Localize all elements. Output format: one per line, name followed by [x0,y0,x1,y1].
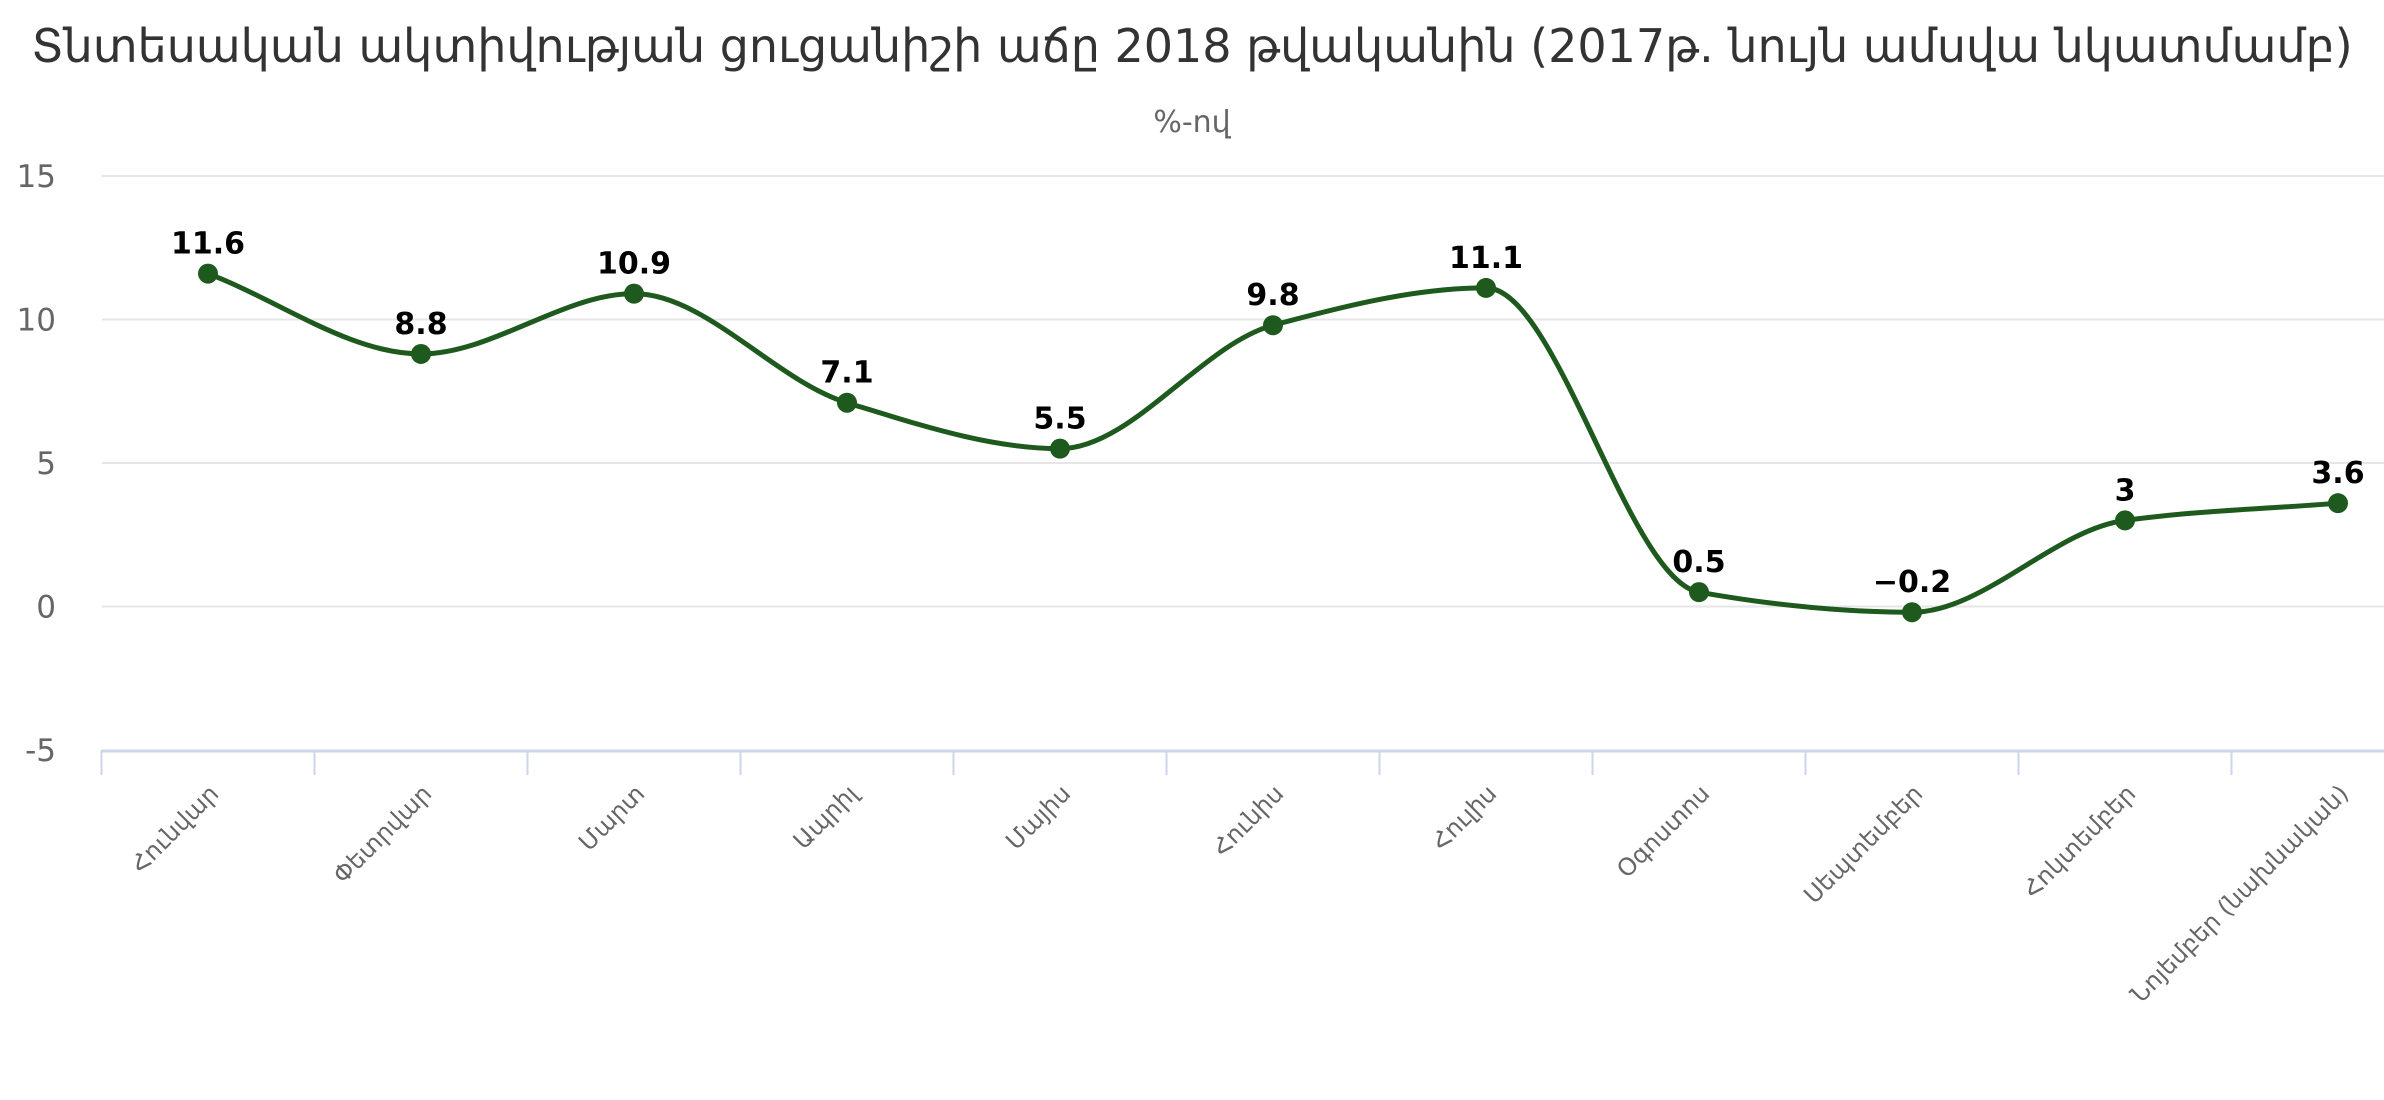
data-point[interactable] [624,283,644,304]
data-point[interactable] [1902,602,1922,623]
data-point[interactable] [1050,438,1070,459]
data-point[interactable] [2328,493,2348,514]
x-tick-label: Մայիս [1000,779,1076,855]
y-tick-label: -5 [25,733,56,769]
data-label: −0.2 [1873,565,1951,600]
y-tick-label: 0 [36,590,56,626]
x-tick-label: Ապրիլ [788,778,865,855]
x-tick-label: Հուլիս [1426,779,1502,855]
data-point[interactable] [2115,510,2135,531]
y-tick-label: 10 [17,303,56,339]
y-tick-label: 5 [36,446,56,482]
data-point[interactable] [1476,277,1496,298]
data-point[interactable] [1689,582,1709,603]
x-tick-label: Հոկտեմբեր [2017,779,2141,903]
data-point[interactable] [837,392,857,413]
data-label: 11.1 [1449,241,1523,276]
data-label: 3 [2115,473,2136,508]
x-tick-label: Օգոստոս [1611,779,1715,883]
x-tick-label: Փետրվար [328,779,438,889]
data-point[interactable] [411,343,431,364]
x-axis-labels: Հունվար Փետրվար Մարտ Ապրիլ Մայիս Հունիս Հուլիս… [125,778,2354,1008]
data-label: 11.6 [171,227,245,262]
data-label: 10.9 [597,247,671,282]
x-tick-label: Սեպտեմբեր [1798,779,1928,909]
data-label: 5.5 [1033,402,1086,437]
series-group [198,263,2348,623]
y-tick-label: 15 [17,159,56,195]
data-label: 0.5 [1672,545,1725,580]
x-axis [100,749,2384,775]
grid-lines [102,175,2384,608]
y-axis-labels: -5 0 5 10 15 [17,159,56,769]
data-label: 9.8 [1246,278,1299,313]
x-tick-label: Հունվար [125,779,224,878]
data-label: 8.8 [394,307,447,342]
data-label: 7.1 [820,356,873,391]
x-tick-label: Նոյեմբեր (նախնական) [2125,779,2354,1008]
x-tick-label: Մարտ [573,779,650,856]
chart-title: Տնտեսական ակտիվության ցուցանիշի աճը 2018… [31,19,2353,73]
data-labels: 11.6 8.8 10.9 7.1 5.5 9.8 11.1 0.5 −0.2 3 3.6 [171,227,2365,601]
data-point[interactable] [198,263,218,284]
data-label: 3.6 [2311,456,2364,491]
chart-subtitle: %-ով [1153,105,1231,140]
x-tick-label: Հունիս [1207,779,1289,861]
data-point[interactable] [1263,315,1283,336]
